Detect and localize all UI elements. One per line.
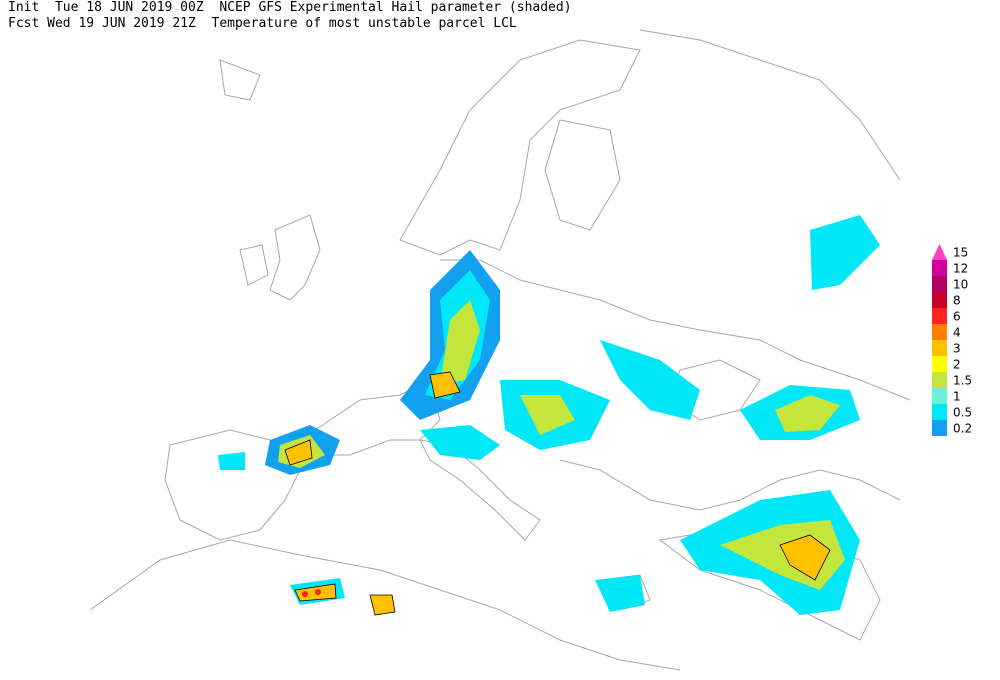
hail-shading xyxy=(218,215,880,616)
legend-label: 15 xyxy=(953,246,968,260)
legend-swatch xyxy=(932,324,947,340)
legend-label: 4 xyxy=(953,326,961,340)
legend-swatch xyxy=(932,276,947,292)
header-line-1: Init Tue 18 JUN 2019 00Z NCEP GFS Experi… xyxy=(8,0,572,16)
legend-label: 1.5 xyxy=(953,374,972,388)
legend-label: 10 xyxy=(953,278,968,292)
legend-label: 0.2 xyxy=(953,422,972,436)
legend-swatch xyxy=(932,404,947,420)
legend-swatch xyxy=(932,356,947,372)
legend-swatch xyxy=(932,308,947,324)
legend-label: 0.5 xyxy=(953,406,972,420)
legend-triangle xyxy=(932,244,947,260)
legend-label: 3 xyxy=(953,342,961,356)
legend-label: 2 xyxy=(953,358,961,372)
header-line-2: Fcst Wed 19 JUN 2019 21Z Temperature of … xyxy=(8,16,517,32)
subtitle: Temperature of most unstable parcel LCL xyxy=(211,16,517,31)
legend-swatch xyxy=(932,372,947,388)
legend-label: 12 xyxy=(953,262,968,276)
legend-label: 6 xyxy=(953,310,961,324)
title: NCEP GFS Experimental Hail parameter (sh… xyxy=(219,0,572,15)
init-time: Init Tue 18 JUN 2019 00Z xyxy=(8,0,204,15)
legend: 0.2 0.5 1 1.5 2 3 4 6 8 10 12 15 xyxy=(932,244,972,436)
legend-swatch xyxy=(932,388,947,404)
legend-label: 1 xyxy=(953,390,961,404)
legend-swatch xyxy=(932,260,947,276)
legend-swatch xyxy=(932,420,947,436)
forecast-time: Fcst Wed 19 JUN 2019 21Z xyxy=(8,16,196,31)
legend-swatch xyxy=(932,292,947,308)
legend-label: 8 xyxy=(953,294,961,308)
legend-swatch xyxy=(932,340,947,356)
